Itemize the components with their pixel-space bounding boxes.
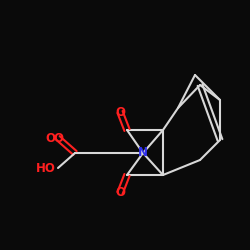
Text: O: O (115, 186, 125, 200)
Text: O: O (46, 132, 56, 144)
Text: N: N (138, 146, 148, 160)
Text: HO: HO (36, 162, 56, 174)
Text: O: O (115, 106, 125, 118)
Text: O: O (53, 132, 63, 144)
